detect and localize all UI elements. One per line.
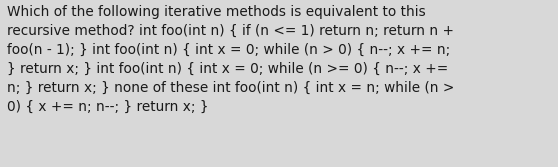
Text: Which of the following iterative methods is equivalent to this
recursive method?: Which of the following iterative methods… [7,5,455,114]
